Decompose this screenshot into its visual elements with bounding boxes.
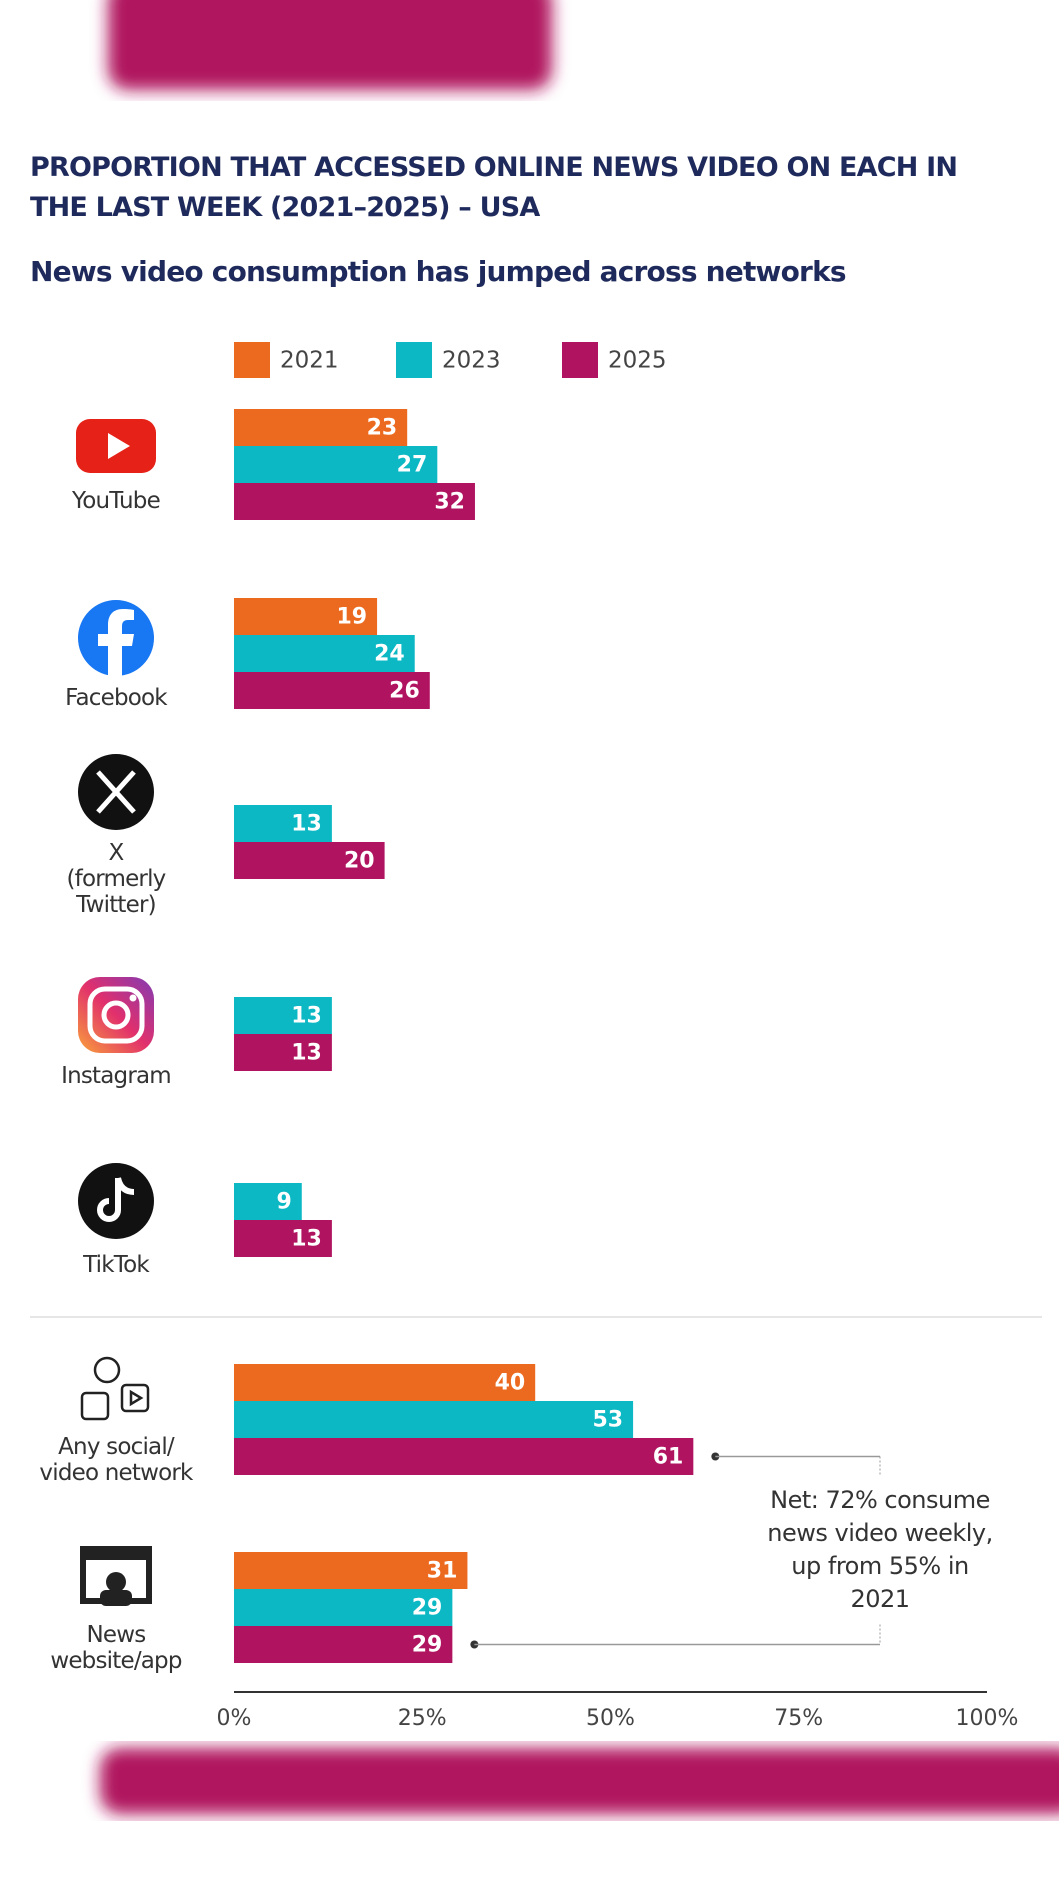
category-label: News website/app xyxy=(50,1622,182,1674)
bar-value-label: 19 xyxy=(336,605,367,630)
x-tick-label: 100% xyxy=(956,1706,1019,1731)
bar xyxy=(234,805,332,842)
chart-subtitle: News video consumption has jumped across… xyxy=(30,255,847,288)
legend-label: 2023 xyxy=(442,348,501,374)
bar-value-label: 31 xyxy=(427,1559,458,1584)
bar-value-label: 13 xyxy=(291,1004,322,1029)
category-label: X (formerly Twitter) xyxy=(66,840,166,918)
bar xyxy=(234,842,385,879)
bar xyxy=(234,598,378,635)
bar xyxy=(234,409,408,446)
icon-tiktok xyxy=(78,1163,154,1239)
icon-instagram xyxy=(78,977,154,1053)
legend-swatch xyxy=(396,342,432,378)
bar xyxy=(234,997,332,1034)
bar-value-label: 20 xyxy=(344,849,375,874)
bar xyxy=(234,1401,634,1438)
icon-facebook xyxy=(78,600,154,676)
bar-value-label: 32 xyxy=(434,490,465,515)
bar xyxy=(234,635,415,672)
bar-value-label: 23 xyxy=(367,416,398,441)
category-label: TikTok xyxy=(83,1252,150,1278)
bar xyxy=(234,1364,536,1401)
bar-value-label: 61 xyxy=(653,1445,684,1470)
bar-value-label: 24 xyxy=(374,642,405,667)
decor-band xyxy=(108,0,552,90)
icon-youtube xyxy=(76,419,156,473)
legend-swatch xyxy=(234,342,270,378)
category-label: YouTube xyxy=(72,488,161,514)
bar xyxy=(234,446,438,483)
x-tick-label: 25% xyxy=(398,1706,447,1731)
icon-social xyxy=(80,1356,150,1421)
category-label: Any social/ video network xyxy=(39,1434,193,1486)
legend-swatch xyxy=(562,342,598,378)
bar xyxy=(234,1552,468,1589)
bar xyxy=(234,1626,453,1663)
bar-value-label: 26 xyxy=(389,679,420,704)
bar-value-label: 40 xyxy=(495,1371,526,1396)
bar-value-label: 13 xyxy=(291,812,322,837)
bar xyxy=(234,1589,453,1626)
icon-x xyxy=(78,754,154,830)
x-tick-label: 75% xyxy=(774,1706,823,1731)
x-tick-label: 50% xyxy=(586,1706,635,1731)
category-label: Facebook xyxy=(65,685,167,711)
bar-value-label: 13 xyxy=(291,1041,322,1066)
category-label: Instagram xyxy=(61,1063,172,1089)
bar-value-label: 13 xyxy=(291,1227,322,1252)
bar-value-label: 27 xyxy=(397,453,428,478)
x-tick-label: 0% xyxy=(217,1706,252,1731)
bar-value-label: 29 xyxy=(412,1633,443,1658)
icon-news xyxy=(80,1546,152,1606)
bar-value-label: 53 xyxy=(592,1408,623,1433)
bar xyxy=(234,483,475,520)
chart-title: PROPORTION THAT ACCESSED ONLINE NEWS VID… xyxy=(30,152,958,223)
bar xyxy=(234,1220,332,1257)
bar xyxy=(234,1034,332,1071)
bar-value-label: 9 xyxy=(276,1190,291,1215)
legend-label: 2021 xyxy=(280,348,339,374)
legend-label: 2025 xyxy=(608,348,667,374)
decor-band xyxy=(100,1748,1059,1814)
bar xyxy=(234,672,430,709)
bar xyxy=(234,1183,302,1220)
bar xyxy=(234,1438,694,1475)
annotation: Net: 72% consume news video weekly, up f… xyxy=(767,1486,993,1613)
bar-value-label: 29 xyxy=(412,1596,443,1621)
